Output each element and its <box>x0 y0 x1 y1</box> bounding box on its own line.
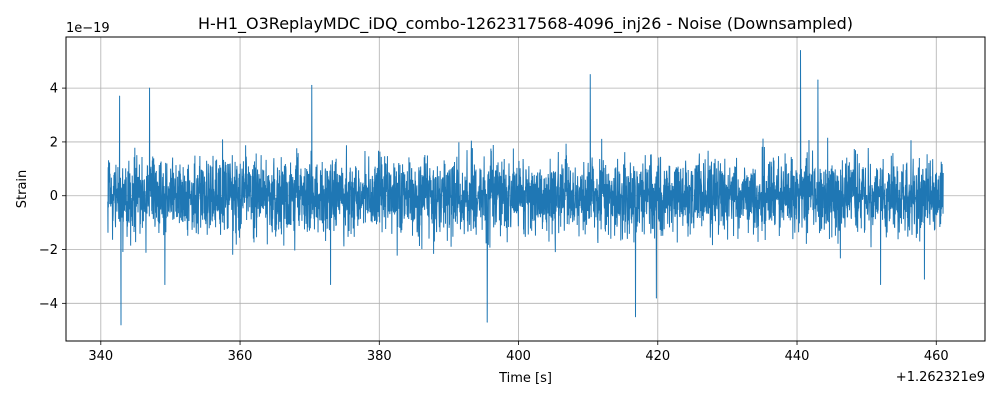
y-tick-label: 4 <box>50 82 58 97</box>
peak-point <box>164 284 166 286</box>
peak-point <box>800 49 802 51</box>
peak-point <box>149 87 151 89</box>
peak-point <box>589 74 591 76</box>
x-tick-label: 400 <box>506 349 531 364</box>
peak-point <box>923 278 925 280</box>
x-tick-label: 360 <box>228 349 253 364</box>
x-tick-label: 340 <box>88 349 113 364</box>
axes-frame <box>65 36 986 342</box>
y-tick-label: 0 <box>50 189 58 204</box>
x-tick-label: 460 <box>924 349 949 364</box>
peak-point <box>486 321 488 323</box>
y-axis-label: Strain <box>15 170 30 209</box>
chart-title: H-H1_O3ReplayMDC_iDQ_combo-1262317568-40… <box>198 14 853 34</box>
x-tick-label: 420 <box>645 349 670 364</box>
y-tick-label: 2 <box>50 135 58 150</box>
x-axis-label: Time [s] <box>498 371 552 386</box>
y-scale-label: 1e−19 <box>66 21 110 36</box>
x-tick-label: 440 <box>785 349 810 364</box>
peak-point <box>635 316 637 318</box>
peak-point <box>311 84 313 86</box>
peak-point <box>655 297 657 299</box>
peak-point <box>119 95 121 97</box>
peak-point <box>817 79 819 81</box>
series-line <box>107 49 944 326</box>
peak-point <box>330 284 332 286</box>
y-tick-label: −2 <box>39 243 58 258</box>
y-tick-label: −4 <box>39 297 58 312</box>
ticks: 340 360 380 400 420 440 460 −4 −2 0 2 4 <box>39 82 949 364</box>
x-tick-label: 380 <box>367 349 392 364</box>
strain-line <box>107 50 944 325</box>
peak-point <box>880 284 882 286</box>
x-offset-label: +1.262321e9 <box>896 370 985 385</box>
peak-point <box>120 324 122 326</box>
